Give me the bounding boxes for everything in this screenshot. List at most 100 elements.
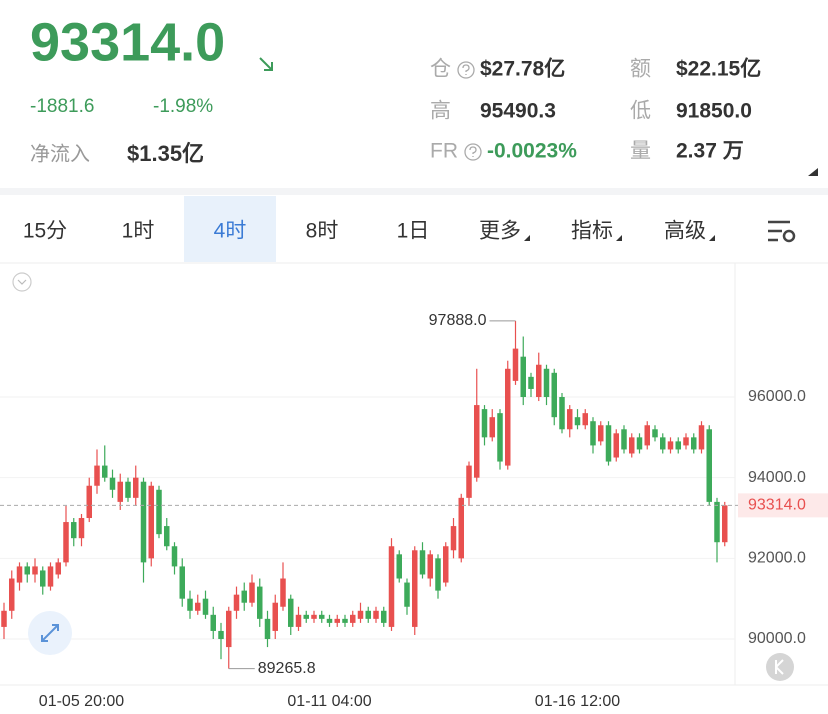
stat-value: 2.37 万	[676, 140, 744, 163]
candle-body	[140, 481, 147, 563]
candle-body	[40, 570, 46, 587]
tab[interactable]: 1日	[397, 220, 430, 243]
candle-body	[78, 518, 85, 539]
change: -1881.6	[30, 96, 94, 117]
candle-body	[195, 602, 201, 611]
net-inflow: $1.35亿	[127, 141, 204, 166]
y-tick-label: 90000.0	[748, 630, 806, 647]
stat-value: $27.78亿	[480, 57, 565, 81]
candle-body	[474, 405, 480, 478]
candle-body	[667, 441, 674, 450]
candle-body	[272, 602, 278, 631]
stat-value: 91850.0	[676, 100, 752, 123]
candle-body	[109, 477, 116, 490]
fullscreen-icon[interactable]	[28, 611, 72, 655]
candle-body	[629, 437, 635, 454]
candle-body	[683, 437, 689, 446]
candle-body	[280, 578, 286, 607]
chart: 90000.0 92000.0 94000.0 96000.0 01-05 20:00 0…	[0, 312, 828, 710]
active-tab-bg	[184, 196, 276, 262]
change-pct: -1.98%	[153, 96, 213, 117]
candle-body	[613, 433, 619, 458]
y-tick-label: 96000.0	[748, 388, 806, 405]
candle-body	[179, 566, 185, 599]
candle-body	[164, 526, 170, 547]
separator	[0, 188, 828, 195]
candle-body	[16, 566, 23, 583]
extreme-label: 97888.0	[429, 312, 487, 329]
tab[interactable]: 4时	[214, 220, 247, 243]
dropdown-triangle	[709, 235, 715, 241]
stat-label: FR	[430, 140, 458, 163]
candle-body	[357, 610, 364, 619]
tab[interactable]: 更多	[479, 220, 521, 243]
candle-body	[241, 590, 247, 603]
candle-body	[125, 481, 131, 498]
candle-body	[551, 372, 557, 418]
stat-value: 95490.3	[480, 100, 556, 123]
x-tick-label: 01-11 04:00	[287, 693, 371, 710]
candle-body	[388, 546, 395, 627]
dropdown-triangle	[524, 235, 530, 241]
candle-body	[249, 582, 255, 603]
candle-body	[24, 566, 30, 575]
candle-body	[295, 614, 302, 627]
info-icon	[457, 61, 475, 79]
candle-body	[9, 578, 15, 611]
stat-label: 仓	[430, 58, 451, 81]
settings-icon[interactable]	[768, 220, 796, 243]
candle-body	[567, 409, 573, 430]
tab[interactable]: 高级	[664, 220, 706, 243]
candle-body	[698, 425, 705, 450]
tab[interactable]: 指标	[571, 220, 613, 243]
candle-body	[133, 477, 139, 498]
candle-body	[102, 465, 108, 478]
collapse-icon[interactable]	[12, 272, 32, 292]
candle-body	[636, 437, 643, 450]
candle-body	[342, 618, 348, 623]
k-icon[interactable]	[766, 653, 794, 681]
candle-body	[497, 413, 503, 462]
price: 93314.0	[30, 12, 225, 72]
candle-body	[171, 546, 178, 567]
candle-body	[512, 348, 519, 381]
candle-body	[303, 614, 309, 619]
candle-body	[381, 610, 387, 623]
info-icon	[464, 143, 482, 161]
stat-label: 高	[430, 100, 451, 123]
stat-label: 低	[630, 100, 651, 123]
tab[interactable]: 15分	[23, 220, 67, 243]
candle-body	[47, 566, 54, 587]
candle-body	[187, 598, 193, 611]
candle-body	[706, 429, 712, 502]
candle-body	[117, 481, 123, 502]
candle-body	[404, 582, 410, 607]
info-icon-glyph	[469, 146, 477, 157]
stat-label: 额	[630, 58, 651, 81]
stat-label: 量	[630, 140, 651, 163]
candle-body	[505, 368, 511, 466]
candle-body	[1, 610, 7, 627]
candle-body	[427, 554, 433, 579]
candle-body	[264, 618, 271, 640]
candle-body	[334, 618, 340, 623]
stat-value: $22.15亿	[676, 57, 761, 81]
tab[interactable]: 8时	[306, 220, 339, 243]
candle-body	[466, 465, 472, 498]
net-inflow-label: 净流入	[30, 142, 90, 165]
candle-body	[148, 485, 154, 559]
y-tick-label: 92000.0	[748, 550, 806, 567]
candle-body	[233, 594, 240, 611]
candle-body	[210, 614, 216, 631]
tab[interactable]: 1时	[122, 220, 155, 243]
candle-body	[458, 497, 464, 559]
candle-body	[350, 614, 356, 623]
candle-body	[257, 586, 263, 619]
candle-body	[55, 562, 61, 575]
candle-body	[691, 437, 697, 450]
expand-corner[interactable]	[808, 168, 818, 176]
candle-body	[450, 526, 457, 551]
tabs: 15分 1时 4时 8时 1日 更多 指标 高级	[23, 196, 715, 262]
candle-body	[543, 368, 550, 398]
